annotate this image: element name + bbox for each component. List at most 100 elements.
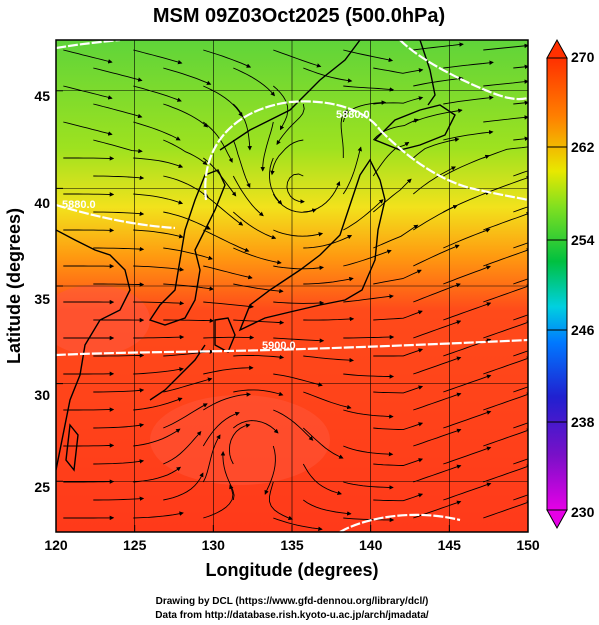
streamline <box>483 392 528 411</box>
streamline <box>273 229 324 237</box>
streamline <box>343 85 395 92</box>
coastline-taiwan <box>65 423 79 472</box>
contour-northeast <box>399 40 528 101</box>
streamline <box>163 175 209 198</box>
y-tick-label: 40 <box>34 195 50 211</box>
colorbar-label: 230 <box>571 504 595 520</box>
axis-ticks <box>55 90 529 532</box>
streamline <box>133 265 185 272</box>
colorbar-label: 270 <box>571 49 595 65</box>
streamline <box>343 517 395 523</box>
streamline <box>269 157 283 205</box>
streamline <box>342 100 387 123</box>
streamline <box>133 300 185 306</box>
colorbar-bottom-arrow <box>546 509 568 530</box>
streamline <box>413 464 462 483</box>
streamline <box>483 320 528 339</box>
x-axis-label: Longitude (degrees) <box>205 560 378 580</box>
streamline <box>443 228 491 249</box>
x-tick-label: 145 <box>438 537 462 553</box>
coastline-sakhalin <box>419 40 436 106</box>
streamline <box>276 103 305 145</box>
colorbar-label: 238 <box>571 414 595 430</box>
streamline <box>343 199 384 231</box>
streamline <box>443 265 491 285</box>
streamline <box>133 428 181 447</box>
coastline-hokkaido <box>373 104 456 151</box>
streamline <box>443 60 494 69</box>
streamline <box>443 95 494 105</box>
x-tick-label: 125 <box>123 537 147 553</box>
streamline <box>163 139 208 166</box>
streamline <box>232 139 251 189</box>
gridlines <box>56 40 528 532</box>
contour-5880-east <box>379 129 528 202</box>
streamline <box>513 100 528 106</box>
contour-label-2: 5880.0 <box>336 109 370 121</box>
streamline <box>343 409 394 419</box>
streamline <box>133 85 182 102</box>
streamline <box>343 481 394 490</box>
streamline <box>133 511 184 519</box>
streamline <box>203 265 253 280</box>
x-tick-label: 120 <box>44 537 68 553</box>
streamline <box>203 335 255 340</box>
streamline <box>273 337 325 343</box>
streamline <box>93 353 145 358</box>
y-tick-label: 45 <box>34 88 50 104</box>
streamline <box>93 67 143 82</box>
coastline-ryukyu <box>149 344 206 401</box>
y-tick-label: 35 <box>34 291 50 307</box>
streamline <box>413 320 462 339</box>
streamline <box>203 85 243 117</box>
streamline <box>273 85 289 131</box>
colorbar-gradient <box>546 57 568 511</box>
streamline <box>513 136 528 141</box>
streamline <box>273 49 322 68</box>
streamline <box>233 67 275 97</box>
x-tick-label: 140 <box>359 537 383 553</box>
streamline <box>93 423 145 429</box>
streamline <box>202 434 221 483</box>
streamline <box>443 154 490 177</box>
streamline <box>413 76 464 87</box>
streamline <box>443 482 492 501</box>
streamline <box>93 175 145 181</box>
streamline <box>443 446 492 465</box>
streamline <box>273 300 325 306</box>
colorbar-label: 254 <box>571 232 595 248</box>
streamline <box>343 294 394 303</box>
streamline <box>203 392 252 411</box>
streamline <box>483 79 528 87</box>
streamline <box>413 356 462 375</box>
streamline <box>413 392 462 411</box>
streamline <box>302 463 342 496</box>
streamline <box>513 314 528 321</box>
streamline <box>303 391 352 410</box>
streamline <box>483 43 528 51</box>
streamline <box>203 365 254 375</box>
warm-patch-south <box>150 395 330 485</box>
streamline <box>264 445 276 495</box>
streamline <box>513 242 528 249</box>
streamline <box>513 350 528 357</box>
streamline <box>483 356 528 375</box>
streamline <box>483 428 528 447</box>
streamline <box>373 224 419 249</box>
coastline-china <box>56 229 131 471</box>
contour-label-3: 5900.0 <box>262 340 296 352</box>
contour-5900 <box>56 338 528 357</box>
streamline <box>373 310 423 321</box>
streamline <box>413 283 461 303</box>
streamline <box>203 484 234 519</box>
streamline <box>483 284 528 303</box>
streamline <box>133 229 184 239</box>
colorbar-label: 246 <box>571 322 595 338</box>
streamline <box>303 67 353 83</box>
streamline <box>233 247 282 265</box>
streamline <box>373 269 422 285</box>
streamline <box>413 42 464 51</box>
streamline <box>203 49 252 68</box>
streamline <box>343 445 394 457</box>
